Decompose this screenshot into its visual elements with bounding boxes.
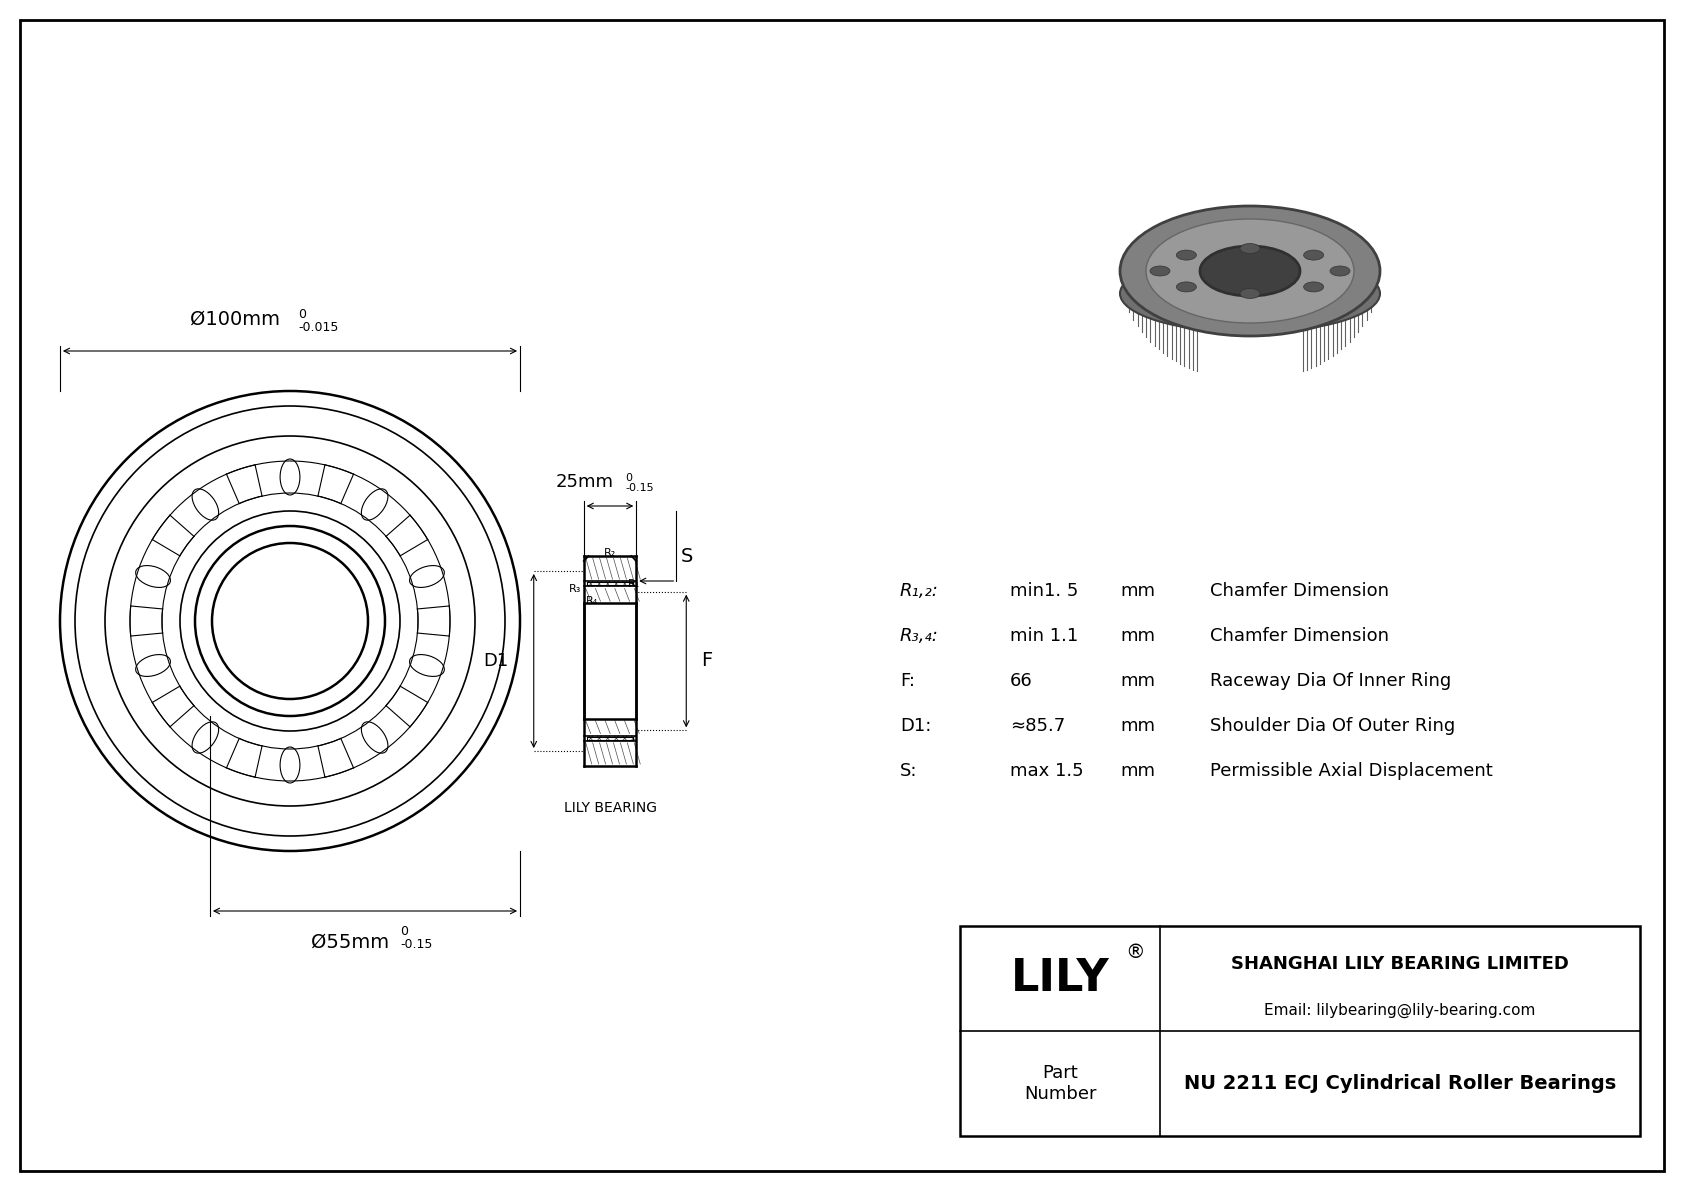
Ellipse shape: [1303, 250, 1324, 260]
Text: -0.15: -0.15: [401, 939, 433, 950]
Text: 0: 0: [401, 925, 408, 939]
Text: mm: mm: [1120, 582, 1155, 600]
Ellipse shape: [1177, 250, 1196, 260]
Text: min 1.1: min 1.1: [1010, 626, 1078, 646]
Text: mm: mm: [1120, 672, 1155, 690]
Text: SHANGHAI LILY BEARING LIMITED: SHANGHAI LILY BEARING LIMITED: [1231, 955, 1569, 973]
Ellipse shape: [1120, 206, 1379, 336]
Text: S: S: [682, 547, 694, 566]
Text: R₁,₂:: R₁,₂:: [899, 582, 940, 600]
Text: F:: F:: [899, 672, 914, 690]
Ellipse shape: [1239, 288, 1260, 299]
Text: Chamfer Dimension: Chamfer Dimension: [1211, 626, 1389, 646]
Text: NU 2211 ECJ Cylindrical Roller Bearings: NU 2211 ECJ Cylindrical Roller Bearings: [1184, 1074, 1617, 1093]
Text: Chamfer Dimension: Chamfer Dimension: [1211, 582, 1389, 600]
Text: -0.015: -0.015: [298, 322, 338, 333]
Text: Raceway Dia Of Inner Ring: Raceway Dia Of Inner Ring: [1211, 672, 1452, 690]
Text: max 1.5: max 1.5: [1010, 762, 1083, 780]
Ellipse shape: [1147, 219, 1354, 323]
Text: D1: D1: [483, 651, 509, 671]
Ellipse shape: [1201, 247, 1300, 297]
Text: Part
Number: Part Number: [1024, 1064, 1096, 1103]
Ellipse shape: [1120, 255, 1379, 332]
Bar: [960, 925, 1640, 1136]
Text: R₁: R₁: [628, 579, 640, 590]
Text: mm: mm: [1120, 626, 1155, 646]
Text: R₃: R₃: [569, 585, 581, 594]
Text: Email: lilybearing@lily-bearing.com: Email: lilybearing@lily-bearing.com: [1265, 1003, 1536, 1017]
Text: R₃,₄:: R₃,₄:: [899, 626, 940, 646]
Ellipse shape: [1303, 282, 1324, 292]
Text: ®: ®: [1125, 943, 1145, 962]
Ellipse shape: [1239, 243, 1260, 254]
Text: F: F: [701, 651, 712, 671]
Ellipse shape: [1330, 266, 1351, 276]
Text: 0: 0: [625, 473, 632, 484]
Text: min1. 5: min1. 5: [1010, 582, 1078, 600]
Text: LILY BEARING: LILY BEARING: [564, 802, 657, 815]
Text: Shoulder Dia Of Outer Ring: Shoulder Dia Of Outer Ring: [1211, 717, 1455, 735]
Ellipse shape: [1150, 266, 1170, 276]
Text: Permissible Axial Displacement: Permissible Axial Displacement: [1211, 762, 1492, 780]
Text: LILY: LILY: [1010, 958, 1110, 1000]
Text: ≈85.7: ≈85.7: [1010, 717, 1066, 735]
Text: -0.15: -0.15: [625, 484, 653, 493]
Text: R₂: R₂: [605, 548, 616, 559]
Text: 66: 66: [1010, 672, 1032, 690]
Text: 25mm: 25mm: [556, 473, 615, 491]
Text: mm: mm: [1120, 762, 1155, 780]
Text: R₄: R₄: [586, 597, 598, 606]
Text: 0: 0: [298, 308, 306, 322]
Text: Ø55mm: Ø55mm: [312, 933, 389, 952]
Text: mm: mm: [1120, 717, 1155, 735]
Text: Ø100mm: Ø100mm: [190, 310, 280, 329]
Text: D1:: D1:: [899, 717, 931, 735]
Ellipse shape: [1177, 282, 1196, 292]
Text: S:: S:: [899, 762, 918, 780]
